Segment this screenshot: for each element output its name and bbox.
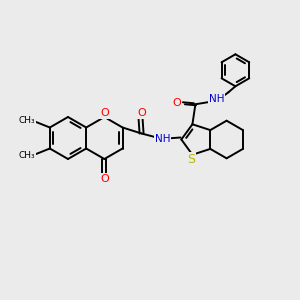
Text: NH: NH (209, 94, 224, 104)
Text: S: S (188, 153, 195, 166)
Text: NH: NH (155, 134, 170, 145)
Text: CH₃: CH₃ (19, 151, 35, 160)
Text: O: O (137, 109, 146, 118)
Text: O: O (100, 174, 109, 184)
Text: CH₃: CH₃ (19, 116, 35, 125)
Text: O: O (100, 108, 109, 118)
Text: O: O (172, 98, 181, 108)
